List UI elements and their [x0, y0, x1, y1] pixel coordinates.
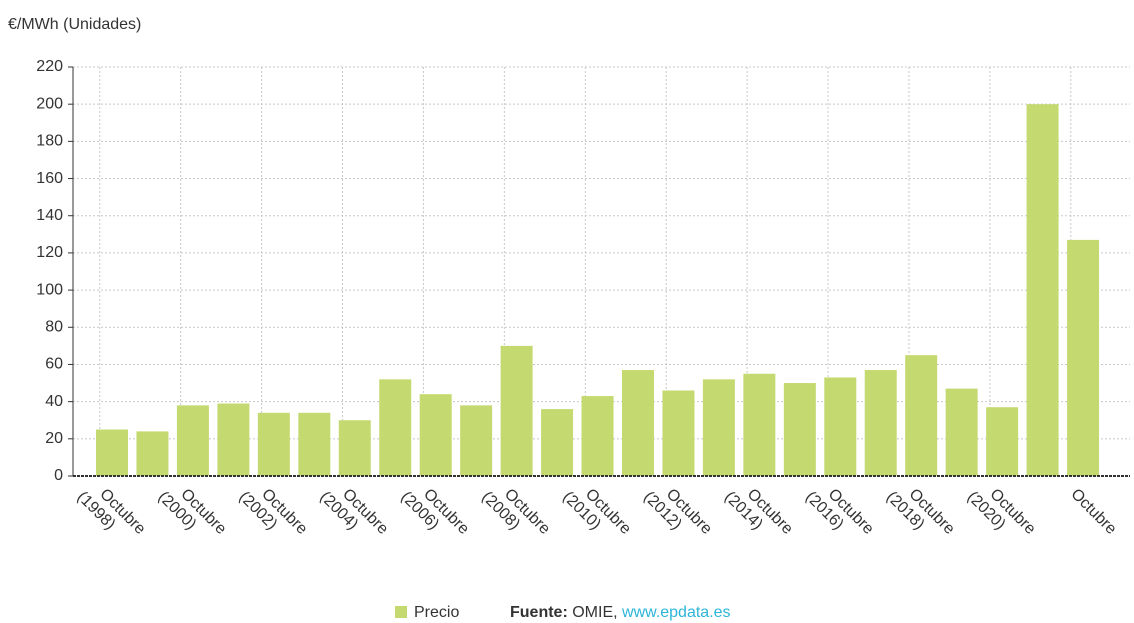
bar: [136, 431, 169, 476]
x-tick-label: Octubre(2010): [559, 476, 634, 551]
y-tick-label: 40: [45, 393, 63, 410]
x-tick-label: Octubre(2012): [640, 476, 715, 551]
y-tick-label: 220: [36, 58, 63, 75]
bar: [298, 412, 331, 476]
bar: [783, 383, 816, 476]
source-label: Fuente:: [510, 604, 568, 621]
bar: [702, 379, 735, 476]
y-tick-label: 60: [45, 356, 63, 373]
source: Fuente: OMIE, www.epdata.es: [510, 604, 731, 621]
source-link[interactable]: www.epdata.es: [621, 604, 731, 621]
source-text: OMIE,: [572, 604, 617, 621]
y-tick-label: 100: [36, 281, 63, 298]
bar: [217, 403, 250, 476]
bar: [1026, 104, 1059, 476]
bar: [621, 370, 654, 476]
x-tick-label: Octubre(2020): [964, 476, 1039, 551]
bar: [460, 405, 493, 476]
x-tick-label: Octubre(2014): [721, 476, 796, 551]
bar: [257, 412, 290, 476]
y-tick-label: 200: [36, 95, 63, 112]
bar: [824, 377, 857, 476]
x-tick-label: Octubre(2002): [235, 476, 310, 551]
legend: Precio Fuente: OMIE, www.epdata.es: [395, 604, 731, 621]
x-tick-label: Octubre(2008): [478, 476, 553, 551]
x-tick-label: Octubre(1998): [74, 476, 149, 551]
y-tick-label: 0: [54, 467, 63, 484]
y-tick-label: 80: [45, 318, 63, 335]
y-tick-label: 180: [36, 133, 63, 150]
x-tick-label: Octubre(2004): [316, 476, 391, 551]
bar: [662, 390, 695, 476]
y-axis-label: €/MWh (Unidades): [8, 16, 141, 33]
bar: [176, 405, 209, 476]
y-tick-label: 160: [36, 170, 63, 187]
x-tick-label: Octubre(2016): [802, 476, 877, 551]
x-tick-label: Octubre: [1067, 486, 1119, 538]
y-tick-label: 20: [45, 430, 63, 447]
bar: [500, 345, 533, 476]
x-tick-label: Octubre(2000): [154, 476, 229, 551]
bar: [864, 370, 897, 476]
x-tick-label-line: Octubre: [1067, 486, 1119, 538]
bar: [945, 388, 978, 476]
bar: [338, 420, 371, 476]
y-tick-label: 120: [36, 244, 63, 261]
bar: [743, 373, 776, 476]
legend-swatch: [395, 606, 407, 618]
bar: [541, 409, 574, 476]
bar: [581, 396, 614, 476]
y-tick-label: 140: [36, 207, 63, 224]
bar: [419, 394, 452, 476]
x-tick-label: Octubre(2018): [883, 476, 958, 551]
bar: [379, 379, 412, 476]
bar: [986, 407, 1019, 476]
legend-label: Precio: [414, 604, 459, 621]
bar: [96, 429, 128, 476]
bar: [905, 355, 938, 476]
x-tick-label: Octubre(2006): [397, 476, 472, 551]
bar: [1067, 239, 1100, 476]
